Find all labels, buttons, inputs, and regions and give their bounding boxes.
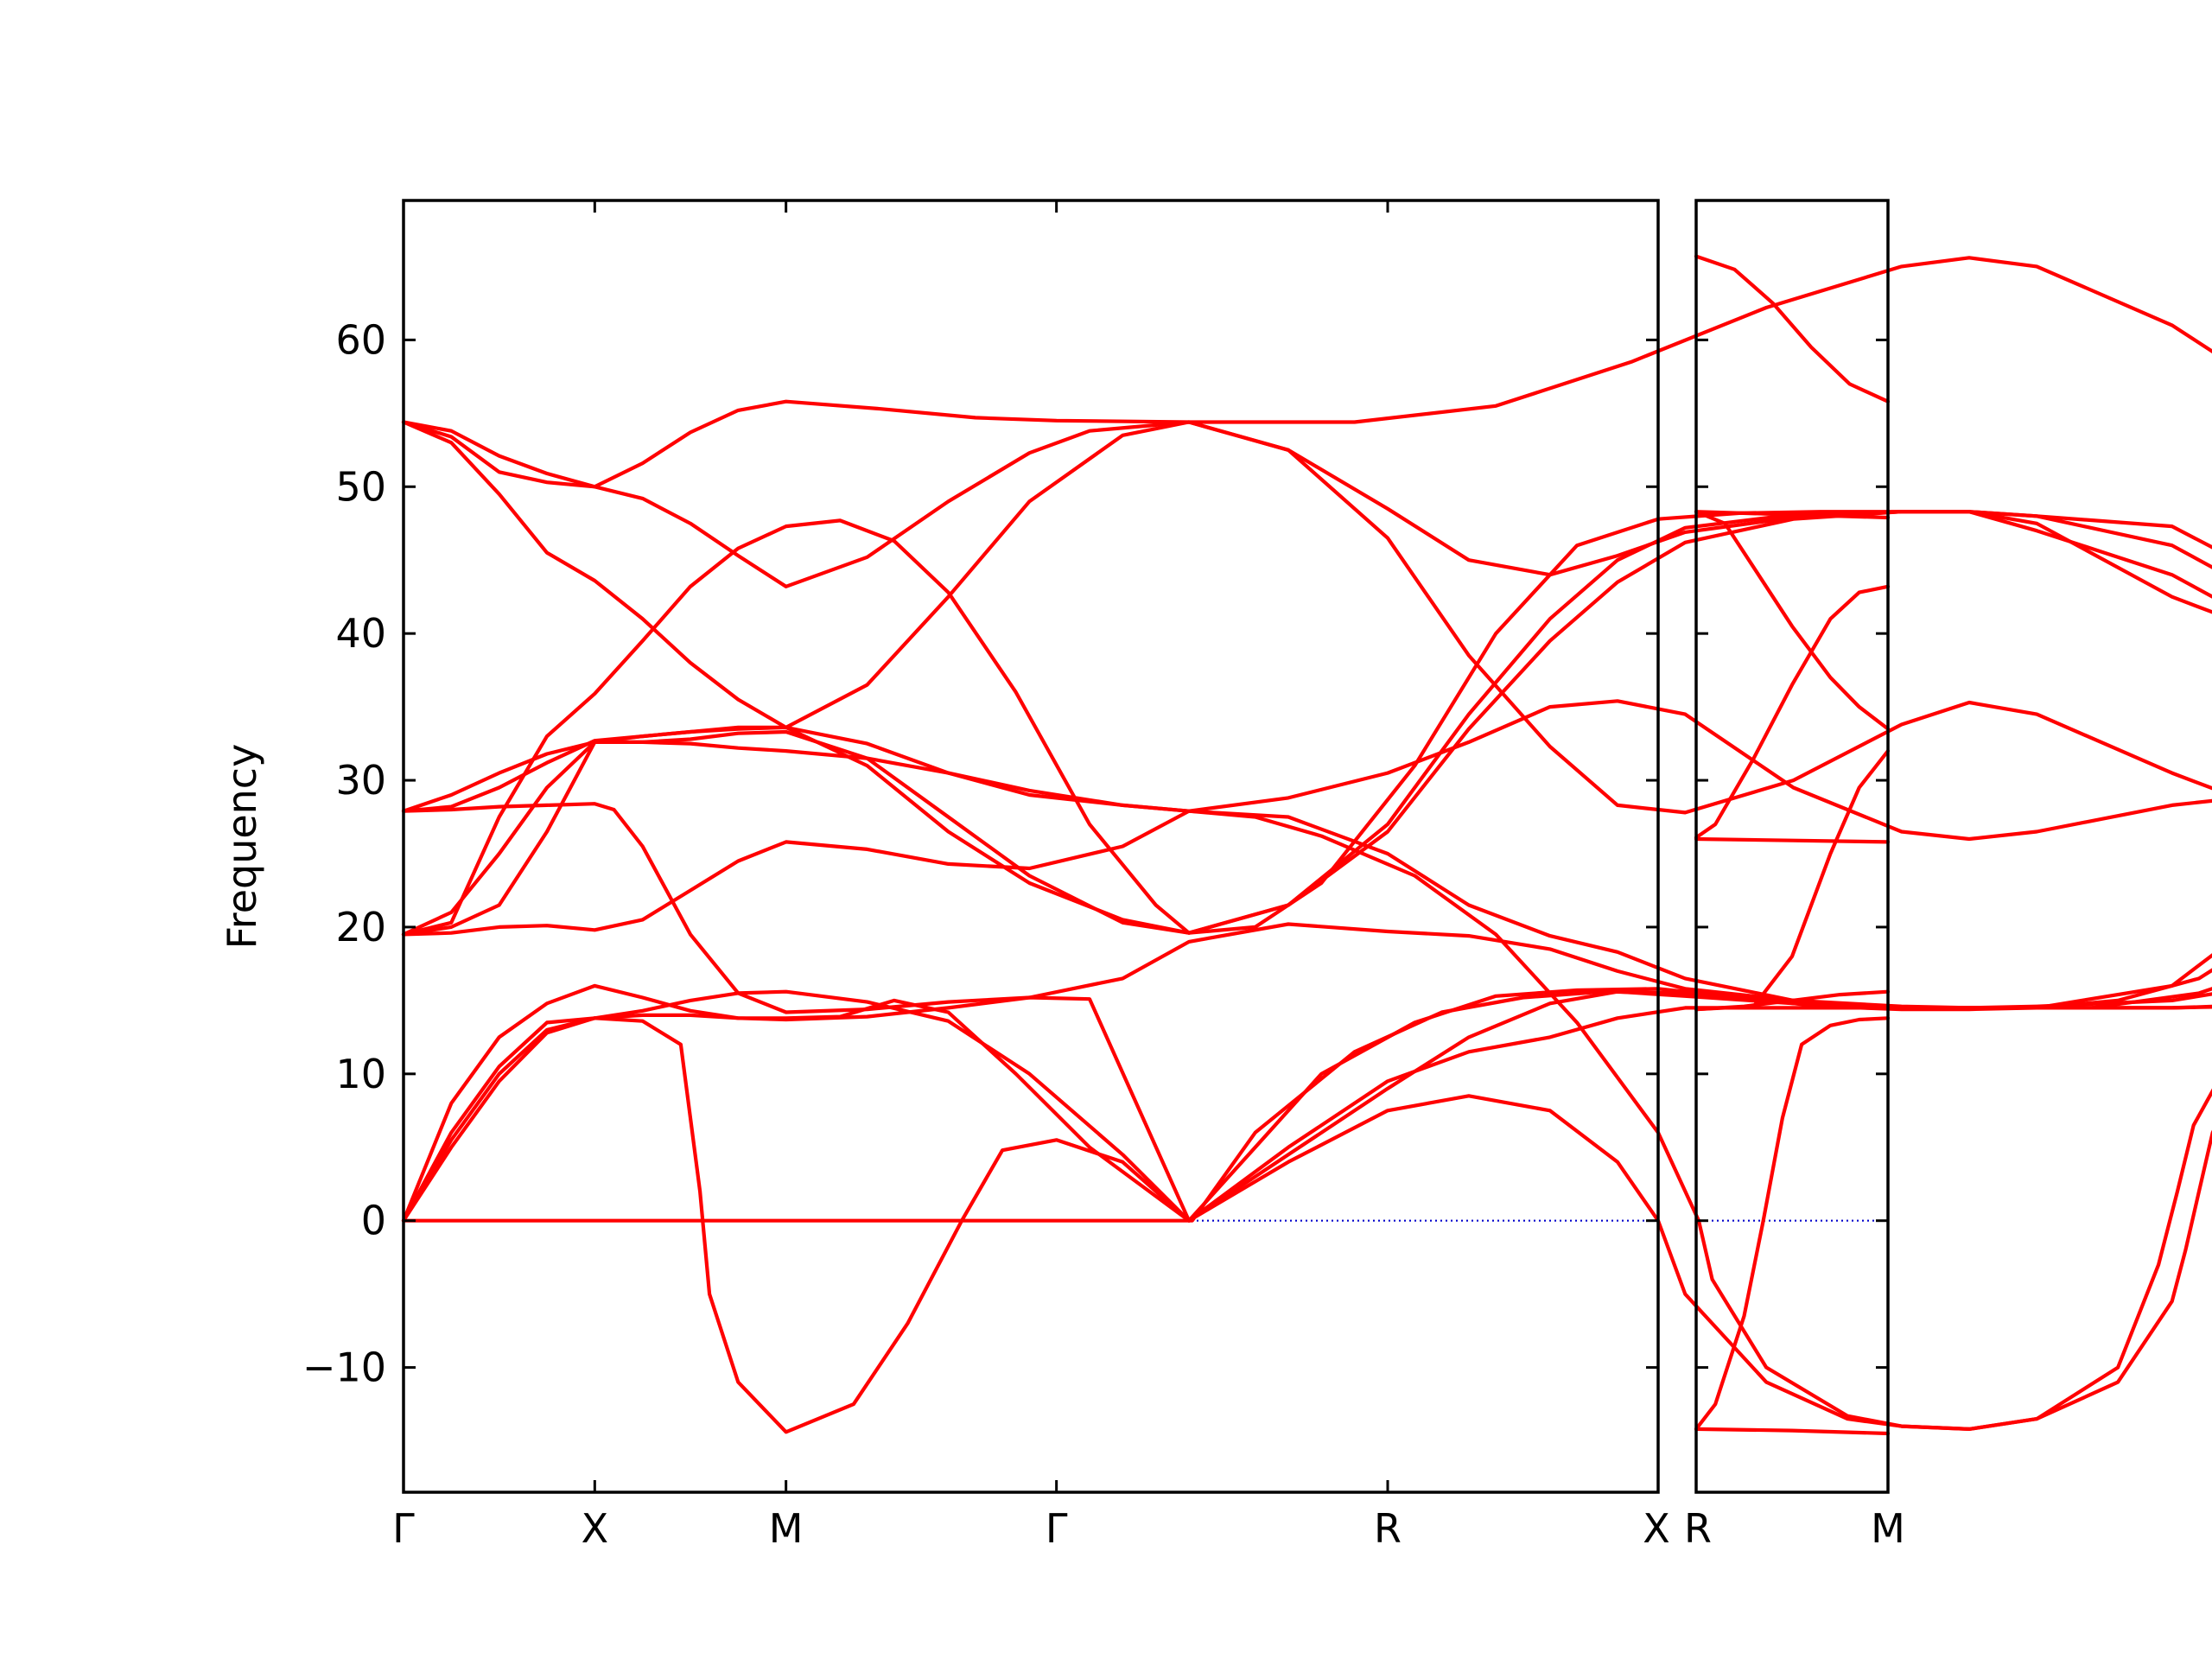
y-tick-label: −10 (302, 1344, 386, 1391)
phonon-band-11 (401, 953, 2212, 1223)
phonon-band-1 (1694, 254, 1891, 404)
phonon-band-9 (1694, 1427, 1891, 1436)
phonon-band-6 (401, 740, 2212, 1431)
plot-frame (1694, 199, 1890, 1494)
x-tick-label: R (1684, 1505, 1712, 1552)
x-tick-label: Γ (392, 1505, 415, 1552)
phonon-band-3 (1694, 510, 1891, 731)
y-tick-label: 40 (335, 610, 386, 657)
phonon-band-8 (1694, 1016, 1891, 1431)
phonon-band-10 (401, 968, 2212, 1223)
x-tick-label: Γ (1046, 1505, 1068, 1552)
x-tick-label: R (1374, 1505, 1402, 1552)
y-tick-label: 0 (361, 1198, 386, 1244)
phonon-band-7 (1694, 989, 1891, 1012)
y-axis-title: Frequency (219, 744, 265, 950)
y-tick-label: 10 (335, 1051, 386, 1097)
phonon-band-14 (401, 989, 2212, 1223)
phonon-band-15 (401, 987, 2212, 1223)
x-tick-label: M (769, 1505, 804, 1552)
y-tick-label: 20 (335, 904, 386, 950)
y-tick-label: 30 (335, 757, 386, 804)
phonon-band-5 (1694, 836, 1891, 844)
phonon-band-9 (401, 1016, 2212, 1434)
phonon-band-2 (1694, 510, 1891, 520)
x-tick-label: X (1643, 1505, 1670, 1552)
phonon-band-2 (401, 420, 2212, 588)
x-tick-label: X (582, 1505, 609, 1552)
plot-frame (402, 199, 1660, 1494)
x-tick-label: M (1871, 1505, 1905, 1552)
phonon-band-8 (401, 809, 2212, 1010)
y-tick-label: 60 (335, 316, 386, 363)
phonon-band-3 (401, 420, 2212, 815)
y-axis-label: Frequency (219, 744, 265, 950)
phonon-band-1 (401, 256, 2212, 489)
y-tick-label: 50 (335, 463, 386, 510)
phonon-band-13 (401, 510, 2212, 937)
phonon-band-7 (401, 510, 2212, 937)
phonon-band-4 (1694, 584, 1891, 840)
phonon-band-6 (1694, 749, 1891, 1012)
phonon-band-12 (401, 510, 2212, 935)
